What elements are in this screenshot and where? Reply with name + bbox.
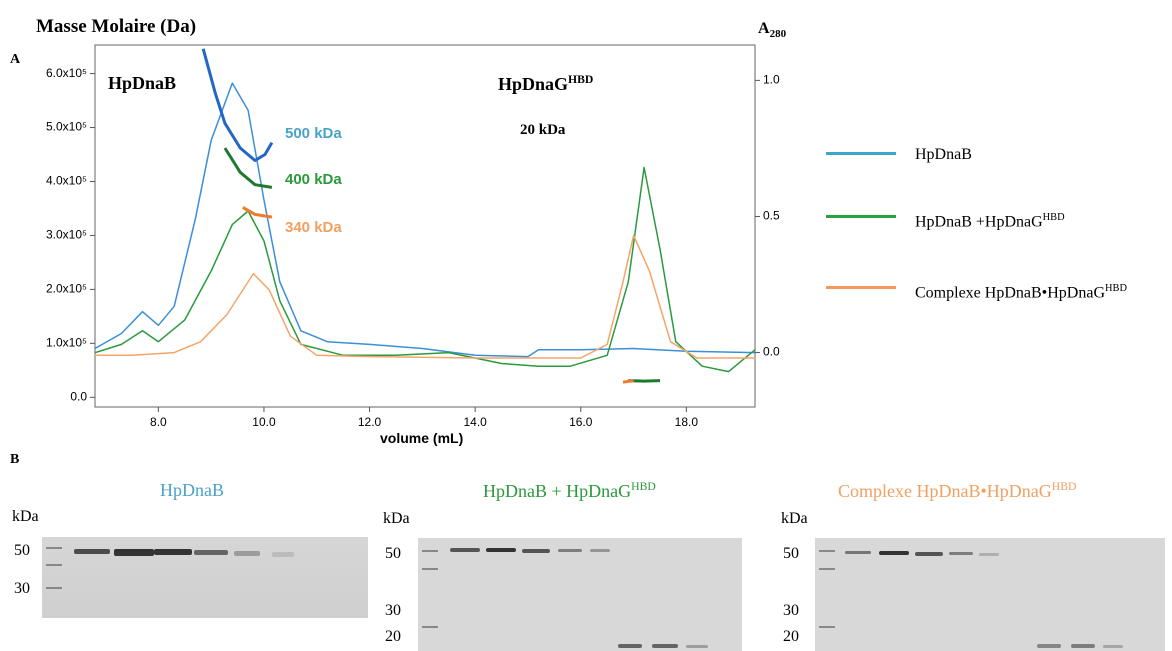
series-line (95, 234, 755, 359)
gel-unit: kDa (383, 510, 410, 527)
annotation-sup: HBD (568, 73, 594, 86)
chart: 0.0 1.0x10⁵ 2.0x10⁵ 3.0x10⁵ 4.0x10⁵ 5.0x10⁵ 6.… (46, 44, 780, 429)
gel-marker: 20 (783, 628, 799, 645)
gel-marker: 50 (14, 542, 30, 559)
gel-title-text: HpDnaB + HpDnaG (483, 481, 632, 501)
y-tick-label: 1.0x10⁵ (46, 336, 87, 350)
legend-sup: HBD (1105, 283, 1127, 294)
y2-axis-label: A280 (758, 20, 786, 40)
legend-name: HpDnaB (915, 146, 972, 163)
legend-sup: HBD (1042, 212, 1065, 223)
annotation-text: 340 kDa (285, 219, 342, 236)
y-tick-label: 0.0 (70, 389, 87, 403)
gel-title-sup: HBD (1051, 480, 1077, 493)
annotation: 20 kDa (520, 122, 565, 139)
series-line (95, 82, 755, 358)
y2-tick-label: 0.5 (763, 209, 780, 223)
y-tick-label: 2.0x10⁵ (46, 282, 87, 296)
gel-title: HpDnaB (160, 480, 224, 501)
series-line (201, 48, 274, 162)
gel-marker: 30 (14, 580, 30, 597)
y2-label-main: A (758, 20, 770, 37)
y-axis-label: Masse Molaire (Da) (36, 16, 197, 37)
y2-label-sub: 280 (769, 28, 787, 41)
gel-title: HpDnaB + HpDnaGHBD (483, 480, 656, 502)
gel-marker: 50 (783, 545, 799, 562)
annotation: HpDnaGHBD (498, 73, 593, 95)
annotation-text: HpDnaB (108, 73, 177, 93)
gel-title-text: Complexe HpDnaB•HpDnaG (838, 481, 1052, 501)
gel-title-sup: HBD (631, 480, 656, 493)
annotation-text: 500 kDa (285, 125, 342, 142)
gel-image (42, 537, 368, 618)
y2-tick-label: 1.0 (763, 73, 780, 87)
legend-name: HpDnaB +HpDnaG (915, 213, 1043, 231)
gel-image (815, 538, 1165, 651)
legend-name: Complexe HpDnaB•HpDnaG (915, 284, 1106, 302)
gel-marker: 50 (385, 545, 401, 562)
y-tick-label: 6.0x10⁵ (46, 66, 87, 80)
annotation-text: 400 kDa (285, 171, 342, 188)
x-axis-label: volume (mL) (380, 430, 464, 446)
x-tick-label: 8.0 (150, 415, 167, 429)
x-tick-label: 16.0 (569, 415, 593, 429)
legend-label: HpDnaB (915, 143, 1135, 167)
legend-swatch (826, 286, 896, 289)
gel-unit: kDa (781, 510, 808, 527)
gel-title: Complexe HpDnaB•HpDnaGHBD (838, 480, 1076, 502)
x-tick-label: 12.0 (358, 415, 382, 429)
y2-tick-label: 0.0 (763, 345, 780, 359)
series-line (242, 206, 634, 384)
y-tick-label: 3.0x10⁵ (46, 228, 87, 242)
y-tick-label: 5.0x10⁵ (46, 120, 87, 134)
x-tick-label: 18.0 (675, 415, 699, 429)
series-line (95, 166, 755, 373)
x-tick-label: 14.0 (463, 415, 487, 429)
x-tick-label: 10.0 (252, 415, 276, 429)
annotation-text: 20 kDa (520, 122, 566, 138)
legend-swatch (826, 152, 896, 155)
gel-marker: 20 (385, 628, 401, 645)
gel-marker: 30 (385, 602, 401, 619)
gel-image (418, 538, 742, 651)
gel-unit: kDa (12, 508, 39, 525)
legend-swatch (826, 215, 896, 218)
legend-label: HpDnaB +HpDnaGHBD (915, 206, 1135, 234)
gel-marker: 30 (783, 602, 799, 619)
annotation: 500 kDa (285, 125, 342, 142)
gel-title-text: HpDnaB (160, 480, 224, 500)
annotation: 400 kDa (285, 171, 342, 188)
legend-label: Complexe HpDnaB•HpDnaGHBD (915, 277, 1135, 305)
panel-label: B (10, 452, 20, 467)
panel-label: A (10, 52, 21, 67)
y-tick-label: 4.0x10⁵ (46, 174, 87, 188)
plot-frame (94, 44, 756, 408)
annotation: 340 kDa (285, 219, 342, 236)
annotation-text: HpDnaG (498, 74, 569, 94)
annotation: HpDnaB (108, 73, 176, 94)
